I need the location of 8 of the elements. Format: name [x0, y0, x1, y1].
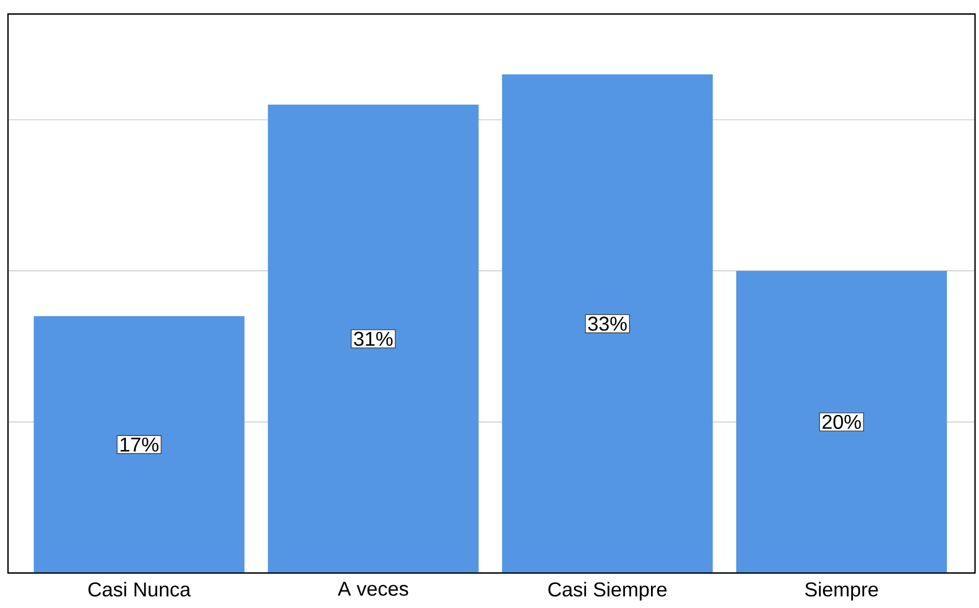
data-label: 31%: [354, 332, 393, 346]
x-tick-label: Casi Siempre: [548, 582, 666, 601]
x-tick-label: A veces: [338, 582, 408, 596]
data-label: 33%: [588, 316, 627, 331]
data-label: 20%: [822, 414, 861, 430]
data-label: 17%: [120, 438, 158, 452]
x-tick-label: Casi Nunca: [88, 582, 191, 597]
x-tick-label: Siempre: [805, 582, 878, 601]
